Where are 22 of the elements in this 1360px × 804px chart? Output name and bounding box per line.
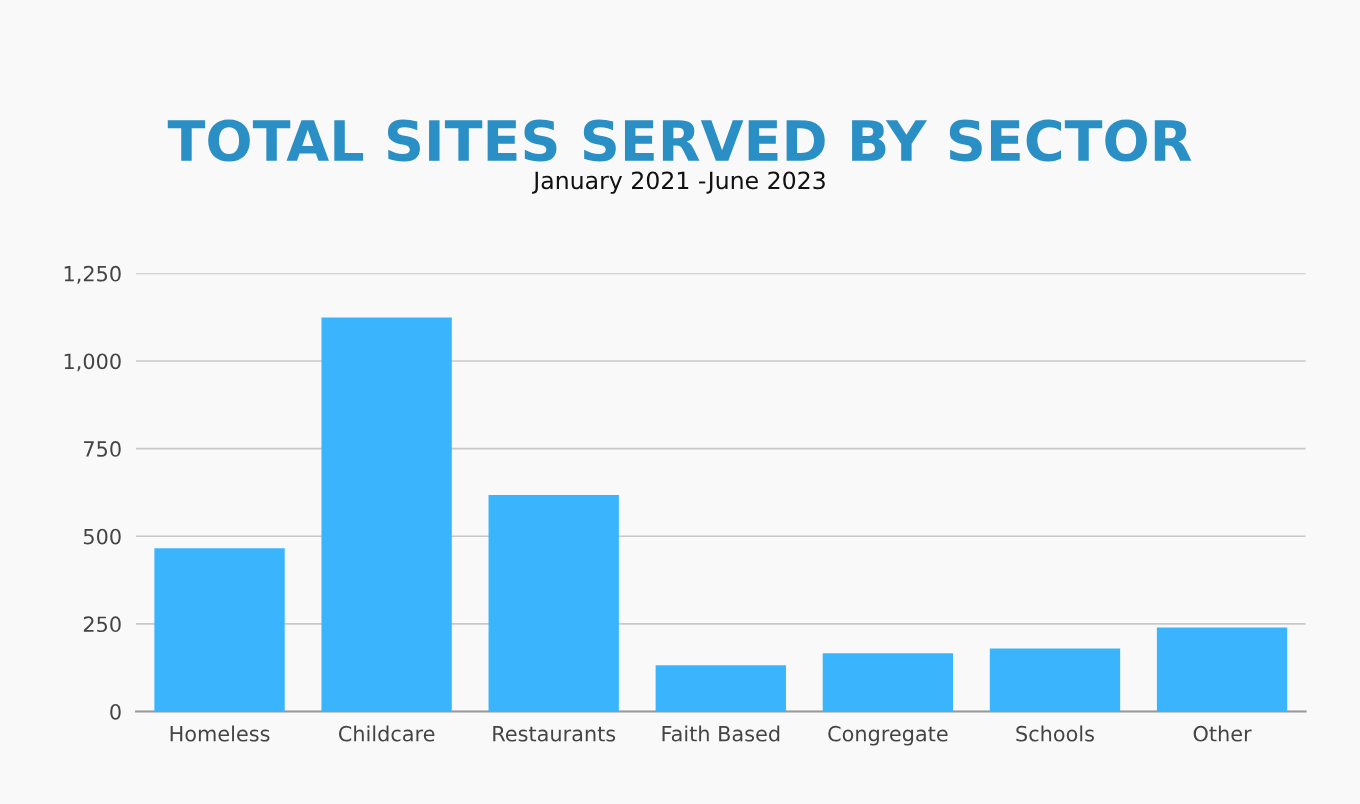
bar bbox=[321, 317, 452, 712]
chart-title: TOTAL SITES SERVED BY SECTOR bbox=[167, 119, 1192, 162]
x-tick-label: Restaurants bbox=[493, 726, 616, 742]
bar bbox=[989, 648, 1121, 712]
y-tick-label: 500 bbox=[83, 528, 121, 545]
bar bbox=[154, 548, 285, 712]
y-tick-label: 1,250 bbox=[64, 265, 121, 284]
x-tick-label: Congregate bbox=[828, 725, 948, 746]
x-tick-label: Childcare bbox=[338, 725, 435, 742]
chart-subtitle: January 2021 -June 2023 bbox=[532, 171, 825, 194]
bar bbox=[488, 494, 619, 712]
y-tick-label: 0 bbox=[110, 703, 121, 720]
y-tick-label: 750 bbox=[84, 441, 121, 457]
bar bbox=[655, 665, 786, 712]
x-tick-label: Homeless bbox=[170, 725, 270, 742]
y-tick-label: 250 bbox=[83, 616, 121, 633]
y-tick-label: 1,000 bbox=[64, 353, 121, 372]
x-tick-label: Schools bbox=[1016, 725, 1094, 742]
x-tick-label: Faith Based bbox=[662, 725, 780, 742]
bar bbox=[1156, 627, 1288, 712]
x-tick-label: Other bbox=[1193, 725, 1252, 742]
bar bbox=[822, 653, 954, 712]
